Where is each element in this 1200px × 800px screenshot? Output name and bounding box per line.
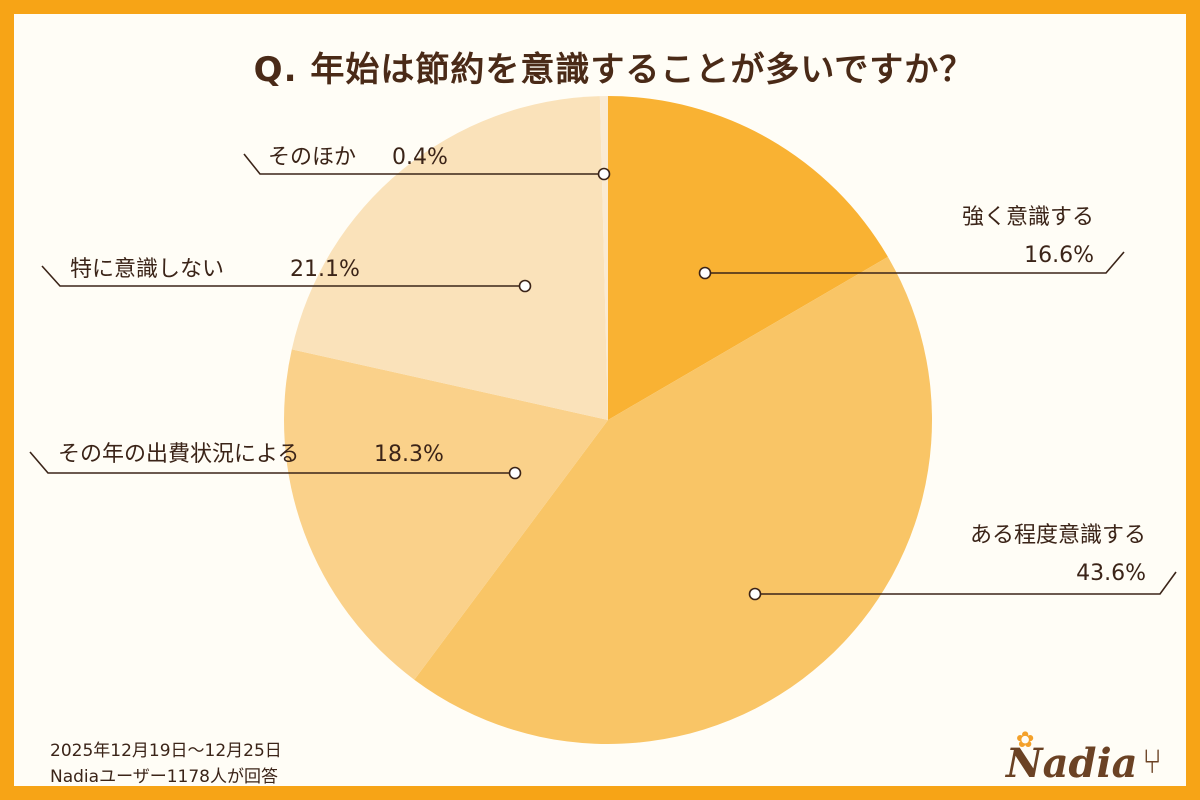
flower-icon: ✿: [1016, 728, 1035, 753]
leader-dot-depends-on-year: [508, 466, 522, 480]
logo-text: Nadia: [1006, 740, 1138, 787]
respondent-count: Nadiaユーザー1178人が回答: [50, 767, 278, 787]
leader-dot-other: [597, 167, 611, 181]
pie-slice-somewhat-aware: [414, 256, 933, 744]
slice-label-depends-on-year: その年の出費状況による: [58, 442, 299, 467]
chart-title: Q. 年始は節約を意識することが多いですか？: [253, 50, 975, 90]
slice-label-somewhat-aware: ある程度意識する: [970, 523, 1146, 548]
slice-label-not-aware: 特に意識しない: [70, 257, 224, 282]
pie-slice-not-aware: [291, 96, 608, 420]
leader-line-somewhat-aware: [755, 571, 1177, 595]
pie-slice-strongly-aware: [608, 96, 888, 420]
slice-value-somewhat-aware: 43.6%: [1076, 561, 1146, 586]
leader-line-strongly-aware: [705, 251, 1125, 274]
leader-dot-not-aware: [518, 279, 532, 293]
leader-line-not-aware: [41, 265, 525, 287]
slice-value-strongly-aware: 16.6%: [1024, 243, 1094, 268]
fork-icon: ⑂: [1142, 742, 1163, 782]
pie-slice-depends-on-year: [284, 349, 608, 680]
leader-dot-strongly-aware: [698, 266, 712, 280]
survey-period: 2025年12月19日～12月25日: [50, 741, 282, 761]
slice-value-other: 0.4%: [392, 145, 448, 170]
nadia-logo: ✿ Nadia ⑂: [1000, 728, 1180, 794]
leader-line-other: [243, 153, 604, 175]
pie-chart: 強く意識する 16.6% ある程度意識する 43.6% その年の出費状況による 18.3%…: [29, 96, 1177, 744]
leader-line-depends-on-year: [29, 451, 515, 474]
slice-value-depends-on-year: 18.3%: [374, 442, 444, 467]
slice-label-other: そのほか: [268, 145, 356, 170]
leader-dot-somewhat-aware: [748, 587, 762, 601]
slice-label-strongly-aware: 強く意識する: [962, 205, 1094, 230]
slice-value-not-aware: 21.1%: [290, 257, 360, 282]
